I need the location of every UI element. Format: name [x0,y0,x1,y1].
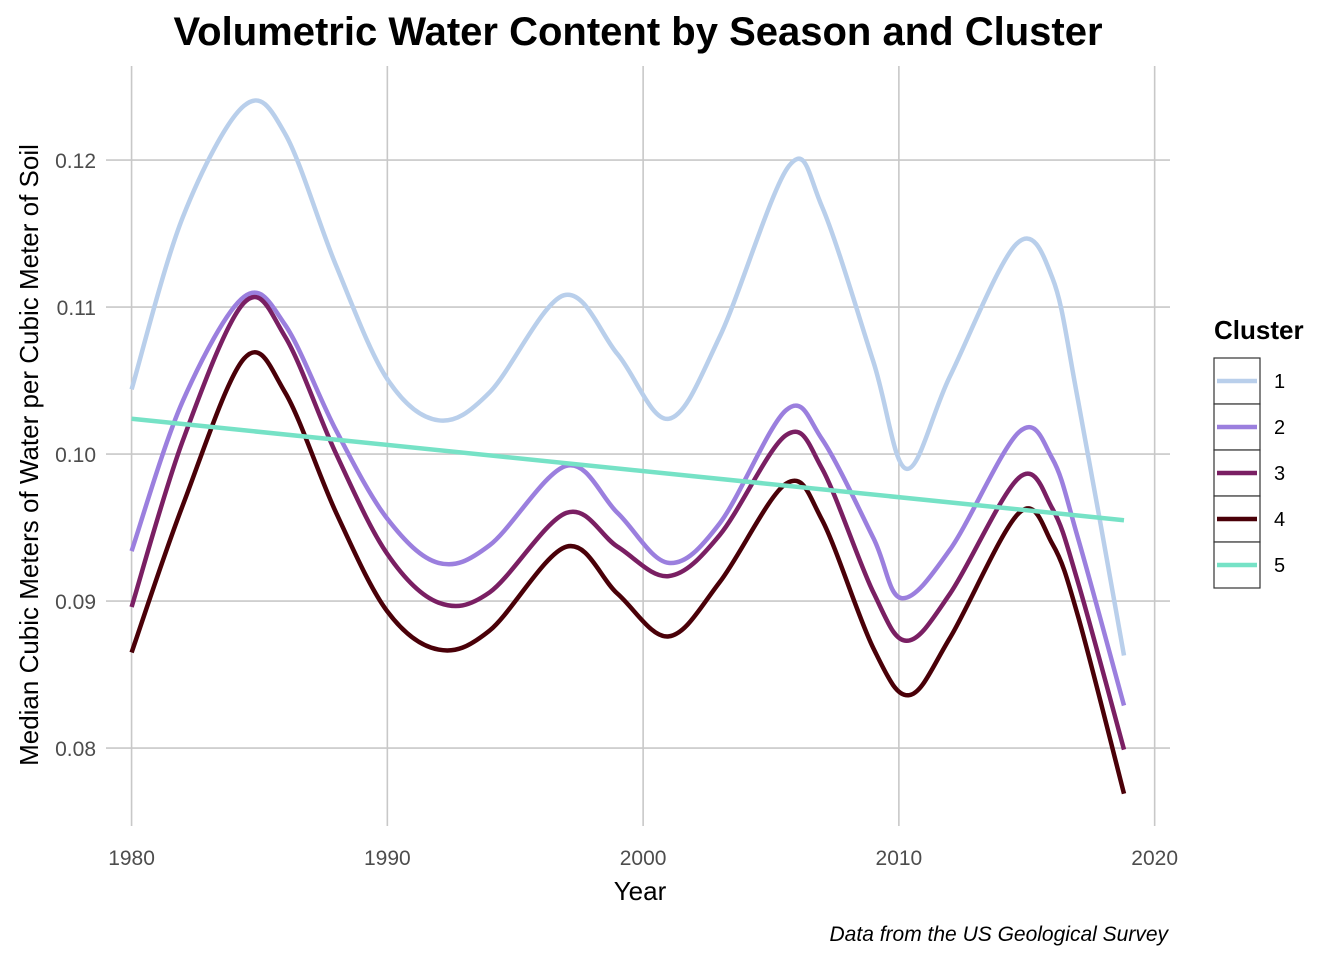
legend-title: Cluster [1214,315,1304,345]
legend-label-cluster-1: 1 [1274,371,1285,393]
y-axis-label: Median Cubic Meters of Water per Cubic M… [14,144,44,766]
series-line-cluster-4 [129,350,1127,795]
y-tick-label: 0.10 [55,444,96,467]
legend-label-cluster-2: 2 [1274,417,1285,439]
x-tick-label: 1990 [364,847,411,870]
series-line-cluster-1 [129,98,1127,656]
x-tick-label: 2020 [1131,847,1178,870]
series-line-cluster-5 [131,416,1125,523]
series-lines [129,98,1127,795]
chart-title: Volumetric Water Content by Season and C… [173,10,1102,54]
x-axis-ticks: 1980 1990 2000 2010 2020 [108,847,1178,870]
gridlines [106,66,1170,826]
legend-items: 1 2 3 4 5 [1213,357,1285,589]
x-tick-label: 2010 [876,847,923,870]
series-line-cluster-3 [129,294,1127,751]
legend-label-cluster-5: 5 [1274,555,1285,577]
x-axis-label: Year [614,876,667,906]
y-tick-label: 0.09 [55,591,96,614]
y-tick-label: 0.12 [55,150,96,173]
legend: Cluster 1 2 3 4 5 [1213,315,1304,589]
legend-label-cluster-4: 4 [1274,509,1285,531]
x-tick-label: 2000 [620,847,667,870]
y-axis-ticks: 0.08 0.09 0.10 0.11 0.12 [55,150,96,761]
series-line-cluster-2 [129,290,1127,707]
y-tick-label: 0.08 [55,738,96,761]
chart-caption: Data from the US Geological Survey [830,923,1170,946]
y-tick-label: 0.11 [57,297,96,320]
x-tick-label: 1980 [108,847,155,870]
legend-label-cluster-3: 3 [1274,463,1285,485]
